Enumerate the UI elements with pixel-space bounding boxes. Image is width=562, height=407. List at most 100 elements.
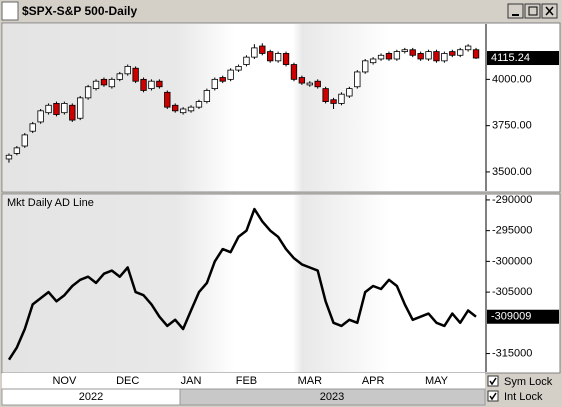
x-tick-label: FEB [236, 375, 257, 387]
maximize-button[interactable] [524, 3, 541, 19]
x-tick-label: MAR [298, 375, 323, 387]
panel-title: Mkt Daily AD Line [7, 197, 94, 209]
window-title: $SPX-S&P 500-Daily [22, 4, 137, 18]
y-tick-label: 3750.00 [492, 120, 532, 132]
candle-body [179, 108, 187, 114]
candle-body [124, 65, 131, 75]
checkbox[interactable] [487, 375, 499, 387]
candle-body [100, 78, 108, 86]
candle-body [306, 82, 313, 86]
y-tick-label: 4000.00 [492, 73, 532, 85]
x-tick-label: MAY [425, 375, 449, 387]
candle-body [211, 78, 218, 90]
sym-lock[interactable]: Sym Lock [487, 375, 553, 388]
candle-body [53, 103, 60, 115]
candle-body [195, 101, 203, 108]
checkbox[interactable] [487, 390, 499, 402]
candle-body [354, 71, 361, 88]
window-buttons[interactable] [507, 3, 558, 19]
candle-body [457, 49, 464, 56]
candle-body [362, 60, 369, 73]
year-label: 2023 [320, 391, 344, 403]
x-tick-label: JAN [181, 375, 202, 387]
close-icon [545, 6, 554, 16]
year-cell-2023 [179, 388, 486, 406]
candle-body [156, 80, 163, 88]
candle-body [148, 80, 155, 90]
candle-body [338, 93, 345, 104]
last-value-label: 4115.24 [491, 52, 530, 64]
candle-body [251, 47, 258, 58]
candle-body [290, 64, 298, 80]
candle-body [235, 65, 242, 71]
minimize-button[interactable] [507, 3, 524, 19]
candle-body [433, 51, 440, 62]
candle-body [92, 80, 100, 90]
x-tick-label: DEC [116, 375, 139, 387]
candle-body [274, 53, 282, 62]
checkmark [489, 392, 497, 401]
candle-body [84, 86, 92, 99]
candle-body [425, 51, 432, 60]
candle-body [227, 69, 234, 80]
candle-body [385, 53, 393, 60]
checkmark [489, 377, 497, 386]
candle-body [243, 56, 250, 65]
candle-body [409, 49, 416, 56]
candle-body [132, 67, 139, 82]
checkbox-label: Int Lock [504, 391, 543, 403]
last-value-box [487, 309, 559, 324]
month-row [2, 373, 485, 389]
candle-body [69, 104, 76, 121]
candle-body [187, 106, 195, 112]
candle-body [267, 51, 274, 62]
candle-body [108, 78, 116, 88]
y-tick-label: -315000 [492, 347, 532, 359]
maximize-icon [528, 6, 538, 16]
y-tick-label: 3500.00 [492, 166, 532, 178]
candle-body [203, 90, 211, 102]
candle-body [393, 51, 401, 60]
candle-body [116, 73, 123, 80]
candle-body [298, 77, 306, 84]
candle-body [441, 53, 448, 62]
last-value-box [487, 51, 559, 66]
candle-body [45, 104, 52, 114]
candle-body [164, 91, 171, 108]
candle-body [140, 78, 147, 91]
candle-body [401, 49, 408, 52]
x-tick-label: NOV [52, 375, 77, 387]
y-tick-label: -290000 [492, 194, 532, 206]
ad-line [7, 207, 477, 361]
candle-body [330, 99, 337, 104]
year-label: 2022 [79, 391, 103, 403]
candle-body [472, 49, 480, 59]
x-tick-label: APR [362, 375, 385, 387]
candle-body [282, 53, 290, 65]
candle-body [21, 134, 28, 147]
candle-body [29, 123, 36, 132]
candle-body [13, 147, 21, 154]
candle-body [464, 45, 472, 51]
candle-body [369, 58, 377, 64]
candle-body [259, 45, 266, 54]
checkbox-label: Sym Lock [504, 376, 553, 388]
ad-plot-bg [3, 195, 486, 372]
candle-body [37, 110, 44, 123]
candle-body [449, 51, 456, 56]
y-tick-label: -295000 [492, 225, 532, 237]
candle-body [314, 80, 321, 88]
int-lock[interactable]: Int Lock [487, 390, 543, 403]
y-tick-label: -305000 [492, 286, 532, 298]
candle-body [377, 54, 385, 60]
candle-body [77, 97, 84, 119]
candle-body [172, 104, 179, 112]
last-value-label: -309009 [491, 311, 531, 323]
window-icon [1, 1, 19, 21]
candle-body [5, 154, 13, 160]
y-tick-label: -300000 [492, 255, 532, 267]
candle-body [61, 103, 68, 114]
candle-body [322, 88, 329, 102]
